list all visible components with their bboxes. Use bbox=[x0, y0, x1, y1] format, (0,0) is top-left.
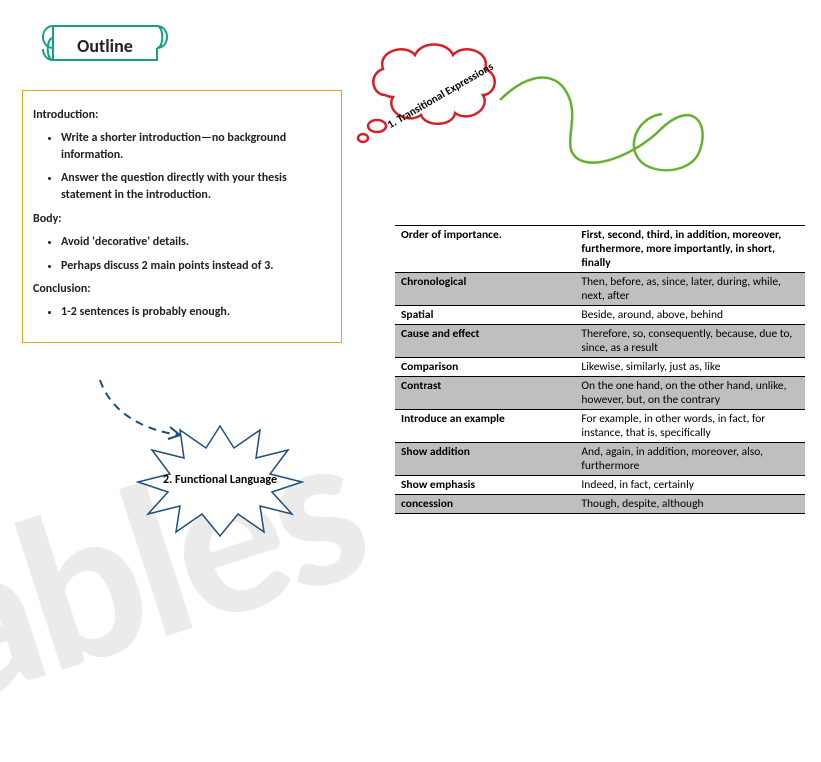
table-row: concessionThough, despite, although bbox=[395, 495, 805, 514]
transitions-table: Order of importance.First, second, third… bbox=[395, 225, 805, 514]
body-heading: Body: bbox=[33, 211, 331, 228]
words-cell: Though, despite, although bbox=[575, 495, 805, 514]
table-row: Order of importance.First, second, third… bbox=[395, 226, 805, 273]
table-row: Cause and effectTherefore, so, consequen… bbox=[395, 325, 805, 358]
category-cell: Introduce an example bbox=[395, 410, 575, 443]
words-cell: Beside, around, above, behind bbox=[575, 306, 805, 325]
table-row: Show additionAnd, again, in addition, mo… bbox=[395, 443, 805, 476]
outline-box: Introduction: Write a shorter introducti… bbox=[22, 90, 342, 343]
category-cell: Order of importance. bbox=[395, 226, 575, 273]
words-cell: And, again, in addition, moreover, also,… bbox=[575, 443, 805, 476]
words-cell: Then, before, as, since, later, during, … bbox=[575, 273, 805, 306]
table-row: ChronologicalThen, before, as, since, la… bbox=[395, 273, 805, 306]
starburst-label: 2. Functional Language bbox=[130, 420, 310, 540]
table-row: Introduce an exampleFor example, in othe… bbox=[395, 410, 805, 443]
words-cell: For example, in other words, in fact, fo… bbox=[575, 410, 805, 443]
list-item: 1-2 sentences is probably enough. bbox=[61, 304, 331, 321]
outline-banner: Outline bbox=[35, 18, 175, 73]
words-cell: Indeed, in fact, certainly bbox=[575, 476, 805, 495]
category-cell: Contrast bbox=[395, 377, 575, 410]
words-cell: On the one hand, on the other hand, unli… bbox=[575, 377, 805, 410]
intro-heading: Introduction: bbox=[33, 107, 331, 124]
list-item: Avoid 'decorative' details. bbox=[61, 234, 331, 251]
category-cell: concession bbox=[395, 495, 575, 514]
list-item: Write a shorter introduction—no backgrou… bbox=[61, 130, 331, 164]
cloud-callout: 1. Transitional Expressions bbox=[355, 40, 525, 150]
intro-list: Write a shorter introduction—no backgrou… bbox=[33, 130, 331, 204]
table-row: Show emphasisIndeed, in fact, certainly bbox=[395, 476, 805, 495]
words-cell: Likewise, similarly, just as, like bbox=[575, 358, 805, 377]
category-cell: Spatial bbox=[395, 306, 575, 325]
category-cell: Cause and effect bbox=[395, 325, 575, 358]
words-cell: First, second, third, in addition, moreo… bbox=[575, 226, 805, 273]
starburst-callout: 2. Functional Language bbox=[130, 420, 310, 540]
category-cell: Comparison bbox=[395, 358, 575, 377]
table-row: SpatialBeside, around, above, behind bbox=[395, 306, 805, 325]
list-item: Answer the question directly with your t… bbox=[61, 170, 331, 204]
banner-title: Outline bbox=[35, 18, 175, 73]
category-cell: Show emphasis bbox=[395, 476, 575, 495]
category-cell: Chronological bbox=[395, 273, 575, 306]
table-row: ContrastOn the one hand, on the other ha… bbox=[395, 377, 805, 410]
table-row: ComparisonLikewise, similarly, just as, … bbox=[395, 358, 805, 377]
body-list: Avoid 'decorative' details. Perhaps discu… bbox=[33, 234, 331, 275]
words-cell: Therefore, so, consequently, because, du… bbox=[575, 325, 805, 358]
concl-list: 1-2 sentences is probably enough. bbox=[33, 304, 331, 321]
concl-heading: Conclusion: bbox=[33, 281, 331, 298]
list-item: Perhaps discuss 2 main points instead of… bbox=[61, 258, 331, 275]
category-cell: Show addition bbox=[395, 443, 575, 476]
